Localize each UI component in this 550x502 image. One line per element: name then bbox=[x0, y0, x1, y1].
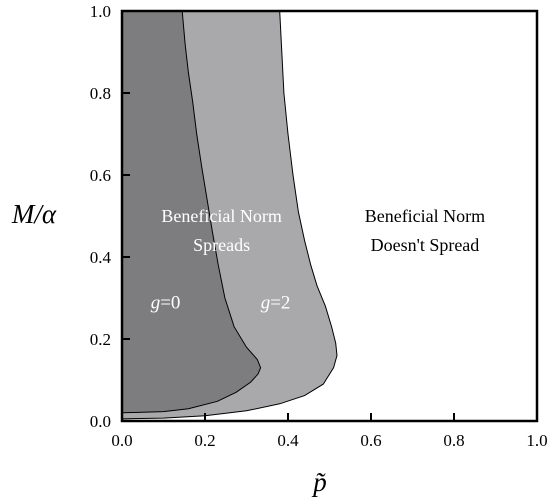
axis-ticks: 0.0 0.2 0.4 0.6 0.8 1.0 0.0 0.2 0.4 0.6 0.8 1.0 bbox=[90, 2, 548, 450]
x-axis-title: p̃ bbox=[311, 467, 327, 497]
x-tick-label: 0.0 bbox=[111, 431, 132, 450]
region-g-0 bbox=[121, 10, 262, 414]
y-tick-label: 0.6 bbox=[90, 166, 111, 185]
annotation-label: Doesn't Spread bbox=[371, 235, 480, 255]
x-tick-label: 1.0 bbox=[526, 431, 547, 450]
x-tick-label: 0.2 bbox=[194, 431, 215, 450]
annotation-label: Beneficial Norm bbox=[365, 206, 485, 226]
regions bbox=[121, 10, 338, 420]
x-tick-label: 0.8 bbox=[443, 431, 464, 450]
region-label-g: g=2 bbox=[261, 292, 291, 313]
annotations: Beneficial Norm Spreads Beneficial Norm Doe… bbox=[151, 206, 485, 313]
annotation-label: Beneficial Norm bbox=[161, 206, 281, 226]
x-tick-label: 0.4 bbox=[277, 431, 299, 450]
region-label-g: g=0 bbox=[151, 292, 181, 313]
y-tick-label: 0.4 bbox=[90, 248, 112, 267]
y-tick-label: 0.8 bbox=[90, 84, 111, 103]
y-tick-label: 1.0 bbox=[90, 2, 111, 21]
y-axis-title: M/α bbox=[11, 199, 57, 229]
annotation-label: Spreads bbox=[193, 235, 250, 255]
y-tick-label: 0.0 bbox=[90, 412, 111, 431]
x-tick-label: 0.6 bbox=[360, 431, 381, 450]
y-tick-label: 0.2 bbox=[90, 330, 111, 349]
plot-frame bbox=[120, 9, 539, 423]
